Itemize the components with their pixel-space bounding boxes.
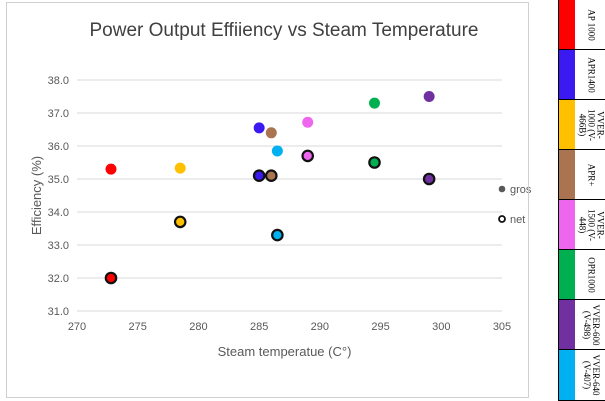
- y-tick-label: 36.0: [48, 141, 69, 153]
- key-swatch-vver-1000-v-466b: [559, 100, 575, 149]
- x-tick-label: 280: [189, 321, 207, 333]
- key-label-box: VVER-600 (V-498): [576, 300, 605, 349]
- x-tick-label: 305: [493, 321, 511, 333]
- legend-net-label: net: [510, 214, 525, 226]
- key-swatch-apr: [559, 150, 575, 199]
- x-tick-label: 300: [432, 321, 450, 333]
- gross-point-vver-1000-v-466b: [174, 162, 186, 174]
- key-label-vver-640-v-407: VVER-640 (V-407): [581, 354, 601, 396]
- net-point-apr: [264, 169, 278, 182]
- gross-point-vver-1500-v-448: [302, 116, 314, 128]
- key-swatch-apr1400: [559, 50, 575, 99]
- key-label-vver-1500-v-448: VVER-1500 (V-448): [577, 208, 605, 241]
- key-row-vver-1500-v-448: VVER-1500 (V-448): [559, 200, 605, 250]
- key-label-box: OPR1000: [576, 250, 605, 299]
- y-tick-label: 37.0: [48, 108, 69, 120]
- x-tick-label: 295: [371, 321, 389, 333]
- gross-point-vver-640-v-407: [271, 145, 283, 157]
- key-label-apr: APR+: [586, 163, 596, 186]
- key-row-vver-600-v-498: VVER-600 (V-498): [559, 300, 605, 350]
- gross-point-opr1000: [369, 97, 380, 109]
- gross-point-apr: [265, 127, 277, 139]
- legend-gross-label: gross: [510, 184, 531, 196]
- y-tick-label: 32.0: [48, 273, 69, 285]
- net-point-vver-1000-v-466b: [173, 215, 187, 229]
- key-row-opr1000: OPR1000: [559, 250, 605, 300]
- key-swatch-opr1000: [559, 250, 575, 299]
- key-label-box: VVER-1500 (V-448): [576, 200, 605, 249]
- key-row-apr1400: APR1400: [559, 50, 605, 100]
- key-label-box: VVER-640 (V-407): [576, 350, 605, 400]
- net-point-vver-640-v-407: [271, 228, 284, 242]
- chart-title: Power Output Effiiency vs Steam Temperat…: [90, 20, 479, 41]
- legend-gross-marker: [498, 185, 506, 193]
- legend-net-marker: [498, 215, 506, 223]
- net-point-ap-1000: [104, 271, 118, 285]
- key-swatch-ap-1000: [559, 0, 575, 49]
- key-swatch-vver-600-v-498: [559, 300, 575, 349]
- key-label-vver-600-v-498: VVER-600 (V-498): [581, 304, 601, 345]
- key-label-ap-1000: AP 1000: [586, 8, 596, 41]
- y-axis-title: Efficiency (%): [29, 156, 44, 235]
- key-row-vver-640-v-407: VVER-640 (V-407): [559, 350, 605, 401]
- key-label-box: VVER-1000 (V-466B): [576, 100, 605, 149]
- y-tick-label: 38.0: [48, 75, 69, 87]
- key-label-vver-1000-v-466b: VVER-1000 (V-466B): [577, 108, 605, 141]
- key-label-box: APR1400: [576, 50, 605, 99]
- key-label-box: APR+: [576, 150, 605, 199]
- net-point-vver-1500-v-448: [301, 149, 315, 163]
- net-point-apr1400: [252, 169, 266, 182]
- plant-color-key: AP 1000 APR1400 VVER-1000 (V-466B) APR+ VVER…: [558, 0, 605, 401]
- key-swatch-vver-640-v-407: [559, 350, 575, 400]
- key-swatch-vver-1500-v-448: [559, 200, 575, 249]
- x-tick-label: 270: [68, 321, 86, 333]
- x-axis-title: Steam temperatue (C°): [218, 344, 352, 359]
- key-label-opr1000: OPR1000: [586, 256, 596, 293]
- gross-point-apr1400: [253, 122, 265, 134]
- key-row-ap-1000: AP 1000: [559, 0, 605, 50]
- key-label-apr1400: APR1400: [586, 56, 596, 93]
- x-tick-label: 285: [250, 321, 268, 333]
- y-tick-label: 34.0: [48, 207, 69, 219]
- chart-canvas: Power Output Effiiency vs Steam Temperat…: [29, 20, 531, 359]
- y-tick-label: 33.0: [48, 240, 69, 252]
- x-tick-label: 290: [311, 321, 329, 333]
- scatter-chart: Power Output Effiiency vs Steam Temperat…: [6, 2, 531, 398]
- y-tick-label: 31.0: [48, 306, 69, 318]
- key-label-box: AP 1000: [576, 0, 605, 49]
- key-row-vver-1000-v-466b: VVER-1000 (V-466B): [559, 100, 605, 150]
- y-tick-label: 35.0: [48, 174, 69, 186]
- net-point-opr1000: [368, 156, 381, 169]
- key-row-apr: APR+: [559, 150, 605, 200]
- x-tick-label: 275: [129, 321, 147, 333]
- net-point-vver-600-v-498: [422, 172, 436, 186]
- gross-point-vver-600-v-498: [423, 91, 435, 102]
- gross-point-ap-1000: [105, 163, 117, 175]
